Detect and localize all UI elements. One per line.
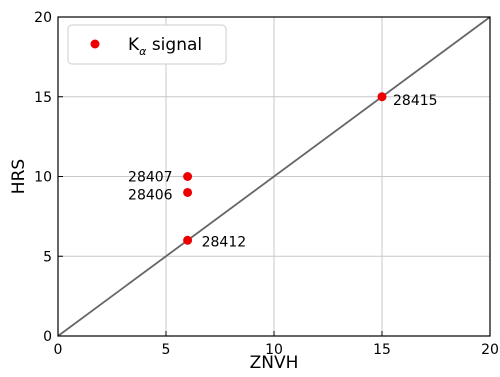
- y-tick-label: 0: [43, 329, 52, 345]
- legend: Kα signal: [67, 24, 227, 65]
- y-tick-label: 20: [34, 10, 52, 26]
- legend-label: Kα signal: [128, 35, 202, 58]
- x-tick-label: 5: [162, 342, 171, 358]
- x-axis-title: ZNVH: [250, 353, 299, 373]
- point-label: 28407: [128, 170, 173, 186]
- x-tick-label: 15: [373, 342, 391, 358]
- y-tick-label: 10: [34, 170, 52, 186]
- x-tick-label: 20: [481, 342, 499, 358]
- diagonal-line-group: [57, 16, 491, 337]
- legend-marker: [90, 39, 100, 49]
- x-tick-label: 10: [265, 342, 283, 358]
- point-label: 28412: [202, 234, 247, 250]
- x-tick-label: 0: [54, 342, 63, 358]
- axis-ticks: 0 5 10 15 20 0 5 10 15 20: [34, 10, 499, 358]
- legend-box: [67, 24, 227, 65]
- data-point: [377, 92, 387, 102]
- legend-label-suffix: signal: [146, 35, 202, 55]
- point-label: 28415: [393, 93, 438, 109]
- data-point: [183, 235, 193, 245]
- y-axis-title: HRS: [9, 159, 29, 194]
- data-point: [183, 172, 193, 181]
- point-label: 28406: [128, 187, 173, 203]
- legend-label-main: K: [128, 35, 140, 55]
- y-tick-label: 15: [34, 90, 52, 106]
- y-tick-label: 5: [43, 249, 52, 265]
- diagonal-line: [57, 16, 491, 337]
- legend-label-subscript: α: [139, 45, 147, 58]
- data-point: [183, 187, 193, 197]
